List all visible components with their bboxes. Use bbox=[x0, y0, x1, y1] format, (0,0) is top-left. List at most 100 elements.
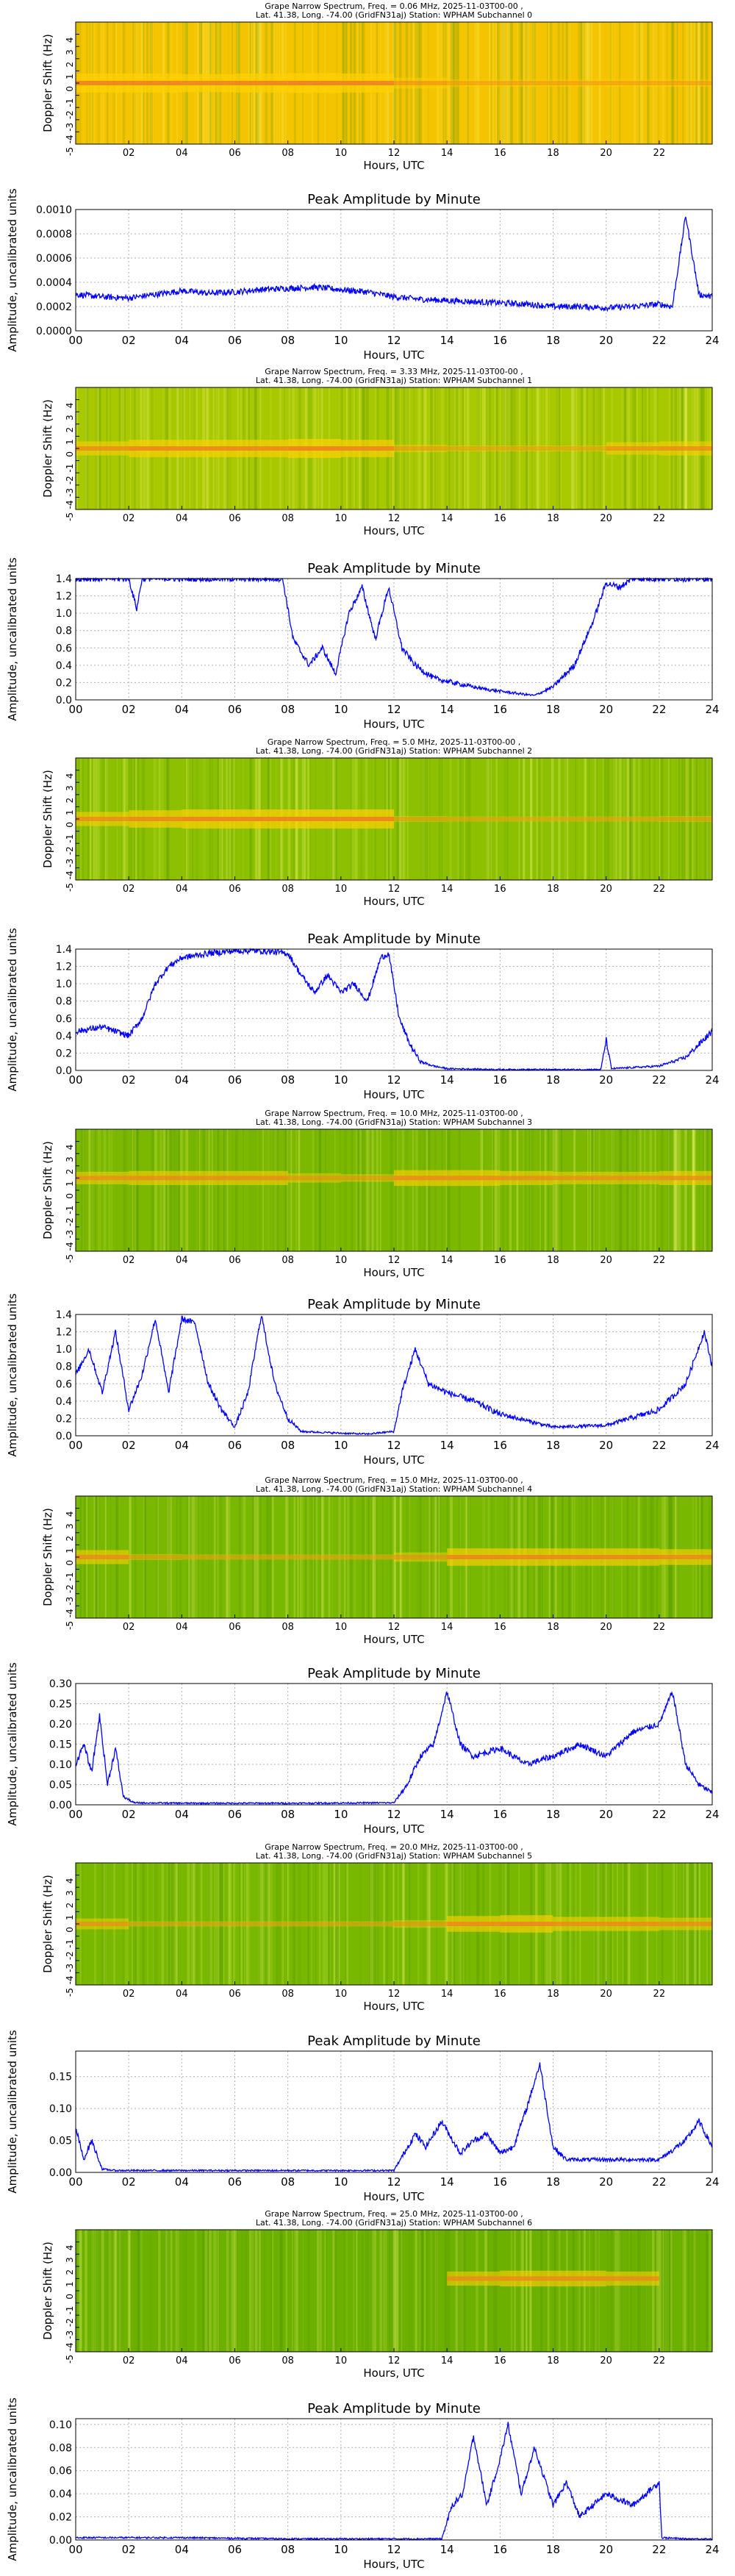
spectrogram-stripe bbox=[193, 1129, 196, 1251]
spectrogram-stripe bbox=[671, 1129, 673, 1251]
x-tick-label: 18 bbox=[547, 1989, 559, 2000]
x-axis-label: Hours, UTC bbox=[363, 159, 424, 172]
x-tick-label: 18 bbox=[547, 513, 559, 524]
chart-title-line: Lat. 41.38, Long. -74.00 (GridFN31aj) St… bbox=[256, 10, 532, 20]
spectrogram-stripe bbox=[372, 1129, 373, 1251]
x-tick-label: 24 bbox=[705, 2175, 719, 2189]
x-tick-label: 12 bbox=[387, 2175, 401, 2189]
y-tick-label: 0 bbox=[65, 451, 75, 457]
x-tick-label: 24 bbox=[705, 703, 719, 716]
doppler-band-core bbox=[341, 1555, 394, 1559]
spectrogram-stripe bbox=[344, 2230, 345, 2352]
spectrogram-stripe bbox=[678, 1129, 681, 1251]
x-tick-label: 20 bbox=[600, 513, 612, 524]
x-tick-label: 02 bbox=[123, 1989, 135, 2000]
x-tick-label: 08 bbox=[281, 1073, 295, 1087]
x-tick-label: 20 bbox=[599, 2175, 613, 2189]
y-tick-label: 0.10 bbox=[49, 2419, 72, 2431]
doppler-band-core bbox=[394, 1555, 447, 1559]
y-tick-label: 3 bbox=[65, 49, 75, 55]
doppler-band-core bbox=[606, 81, 659, 85]
x-tick-label: 12 bbox=[388, 1989, 401, 2000]
x-tick-label: 04 bbox=[175, 2175, 189, 2189]
spectrogram-stripe bbox=[409, 2230, 411, 2352]
chart-title-line: Lat. 41.38, Long. -74.00 (GridFN31aj) St… bbox=[256, 1484, 532, 1494]
x-tick-label: 20 bbox=[599, 334, 613, 347]
spectrogram-stripe bbox=[556, 1129, 559, 1251]
doppler-band-core bbox=[235, 446, 288, 451]
x-tick-label: 08 bbox=[281, 2175, 295, 2189]
spectrogram-stripe bbox=[176, 2230, 178, 2352]
doppler-band-core bbox=[182, 817, 234, 821]
doppler-band-core bbox=[394, 1176, 447, 1180]
spectrogram-stripe bbox=[194, 2230, 196, 2352]
doppler-band-core bbox=[288, 446, 341, 451]
y-axis-label: Amplitude, uncalibrated units bbox=[6, 928, 19, 1092]
spectrogram-stripe bbox=[242, 2230, 243, 2352]
spectrogram-stripe bbox=[92, 1129, 95, 1251]
y-tick-label: 0.10 bbox=[49, 2103, 72, 2115]
y-axis-label: Doppler Shift (Hz) bbox=[41, 34, 54, 132]
x-tick-label: 08 bbox=[282, 513, 294, 524]
y-tick-label: -3 bbox=[65, 488, 75, 497]
x-tick-label: 18 bbox=[547, 148, 559, 159]
doppler-band-core bbox=[76, 817, 129, 821]
spectrogram-panel: Grape Narrow Spectrum, Freq. = 5.0 MHz, … bbox=[41, 737, 713, 908]
doppler-band-core bbox=[394, 1922, 447, 1926]
spectrogram-stripe bbox=[303, 2230, 304, 2352]
spectrogram-stripe bbox=[203, 2230, 204, 2352]
x-tick-label: 06 bbox=[228, 334, 242, 347]
x-tick-label: 06 bbox=[229, 2355, 241, 2366]
doppler-band-core bbox=[659, 1176, 712, 1180]
spectrogram-stripe bbox=[121, 2230, 122, 2352]
spectrogram-stripe bbox=[368, 2230, 369, 2352]
x-tick-label: 16 bbox=[493, 703, 507, 716]
x-tick-label: 02 bbox=[122, 1073, 136, 1087]
doppler-band-core bbox=[500, 81, 553, 85]
chart-title: Peak Amplitude by Minute bbox=[307, 2401, 481, 2416]
doppler-band-core bbox=[659, 81, 712, 85]
y-tick-label: 0.4 bbox=[56, 1396, 72, 1408]
spectrogram-stripe bbox=[198, 2230, 200, 2352]
x-axis-label: Hours, UTC bbox=[363, 718, 424, 731]
doppler-band-core bbox=[341, 1176, 394, 1180]
spectrogram-stripe bbox=[667, 2230, 669, 2352]
doppler-band-core bbox=[447, 1922, 500, 1926]
doppler-band-core bbox=[235, 81, 288, 85]
doppler-band-core bbox=[288, 1176, 341, 1180]
spectrogram-stripe bbox=[253, 1129, 254, 1251]
spectrogram-stripe bbox=[173, 1129, 176, 1251]
y-tick-label: 3 bbox=[65, 415, 75, 421]
spectrogram-stripe bbox=[395, 1129, 397, 1251]
doppler-band-core bbox=[394, 446, 447, 451]
x-tick-label: 14 bbox=[440, 334, 454, 347]
doppler-band-core bbox=[606, 1176, 659, 1180]
spectrogram-stripe bbox=[382, 2230, 384, 2352]
y-tick-label: 4 bbox=[65, 773, 75, 779]
x-tick-label: 08 bbox=[282, 1622, 294, 1633]
spectrogram-stripe bbox=[362, 1129, 363, 1251]
x-tick-label: 04 bbox=[176, 1622, 188, 1633]
x-tick-label: 14 bbox=[440, 2175, 454, 2189]
spectrogram-stripe bbox=[422, 2230, 423, 2352]
chart-title: Peak Amplitude by Minute bbox=[307, 1666, 481, 1681]
y-tick-label: -2 bbox=[65, 846, 75, 855]
spectrogram-stripe bbox=[428, 1129, 431, 1251]
y-tick-label: 0.0000 bbox=[36, 326, 72, 337]
y-axis-label: Doppler Shift (Hz) bbox=[41, 770, 54, 868]
y-tick-label: 1.4 bbox=[56, 1309, 72, 1321]
spectrogram-stripe bbox=[176, 1129, 177, 1251]
x-tick-label: 20 bbox=[600, 1255, 612, 1266]
spectrogram-stripe bbox=[178, 2230, 179, 2352]
x-tick-label: 14 bbox=[440, 703, 454, 716]
y-tick-label: 0.8 bbox=[56, 1362, 72, 1373]
spectrogram-stripe bbox=[372, 2230, 375, 2352]
spectrogram-stripe bbox=[178, 1129, 180, 1251]
x-tick-label: 14 bbox=[441, 1989, 453, 2000]
spectrogram-stripe bbox=[351, 1129, 354, 1251]
y-axis-label: Amplitude, uncalibrated units bbox=[6, 1662, 19, 1826]
spectrogram-stripe bbox=[188, 1129, 191, 1251]
spectrogram-stripe bbox=[434, 1129, 437, 1251]
